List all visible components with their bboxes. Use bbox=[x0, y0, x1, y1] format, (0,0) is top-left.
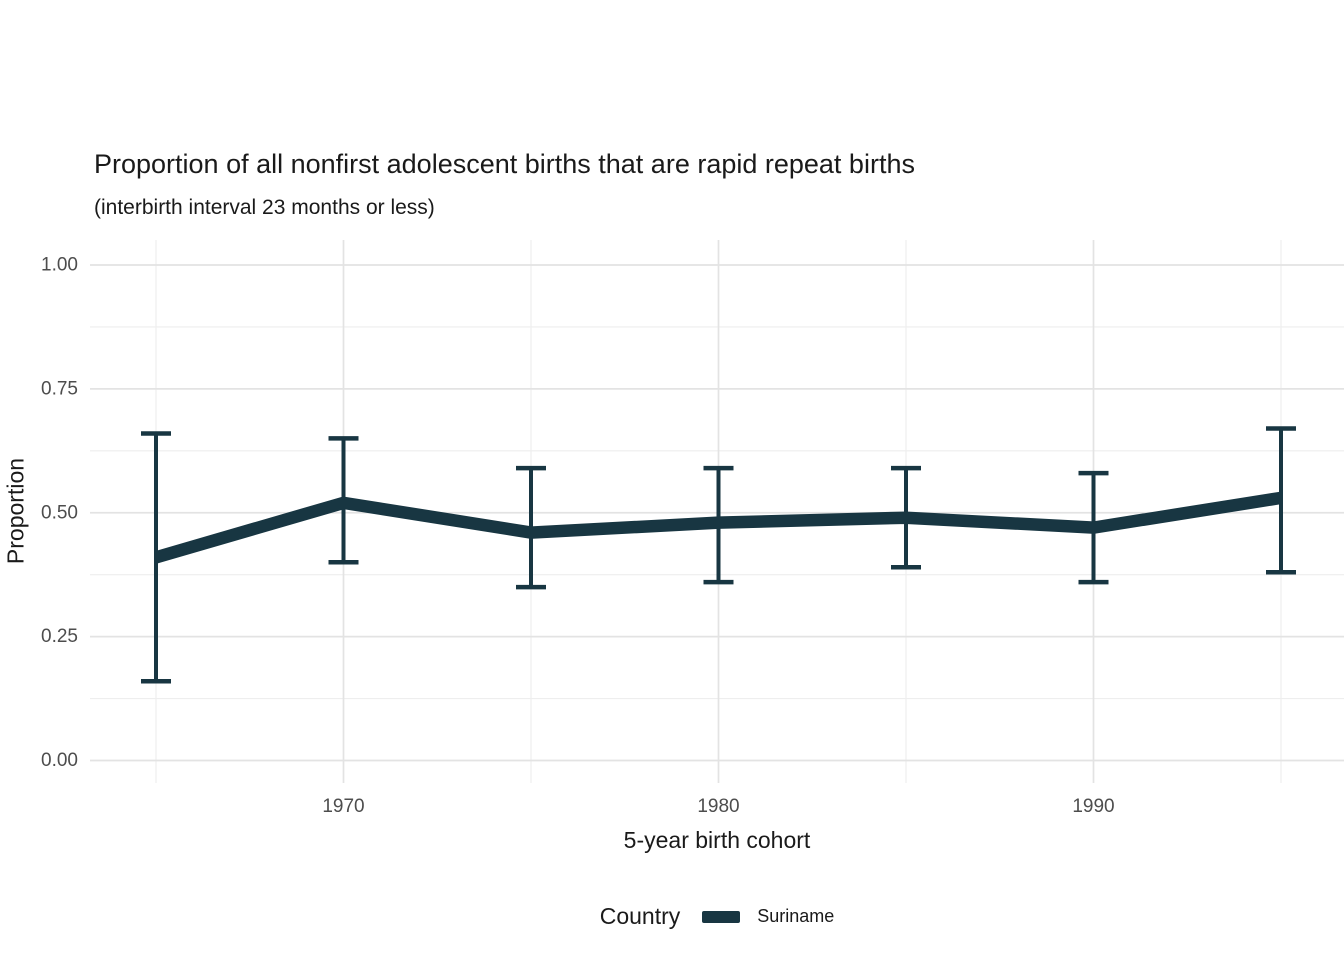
legend-title: Country bbox=[599, 903, 681, 929]
legend: Country Suriname bbox=[0, 903, 1344, 930]
x-tick-label: 1980 bbox=[697, 796, 739, 817]
legend-line-swatch bbox=[702, 910, 741, 923]
y-tick-label: 0.50 bbox=[41, 502, 78, 523]
y-tick-label: 0.00 bbox=[41, 750, 78, 771]
x-tick-label: 1990 bbox=[1072, 796, 1114, 817]
x-tick-label: 1970 bbox=[322, 796, 364, 817]
x-axis-title: 5-year birth cohort bbox=[623, 827, 811, 853]
y-tick-label: 1.00 bbox=[41, 255, 78, 276]
series-line-suriname bbox=[154, 491, 1282, 564]
chart-title: Proportion of all nonfirst adolescent bi… bbox=[94, 149, 915, 179]
y-tick-label: 0.25 bbox=[41, 626, 78, 647]
y-tick-label: 0.75 bbox=[41, 378, 78, 399]
y-axis-title: Proportion bbox=[2, 457, 29, 565]
legend-label-suriname: Suriname bbox=[757, 906, 835, 926]
chart-subtitle: (interbirth interval 23 months or less) bbox=[94, 196, 435, 219]
